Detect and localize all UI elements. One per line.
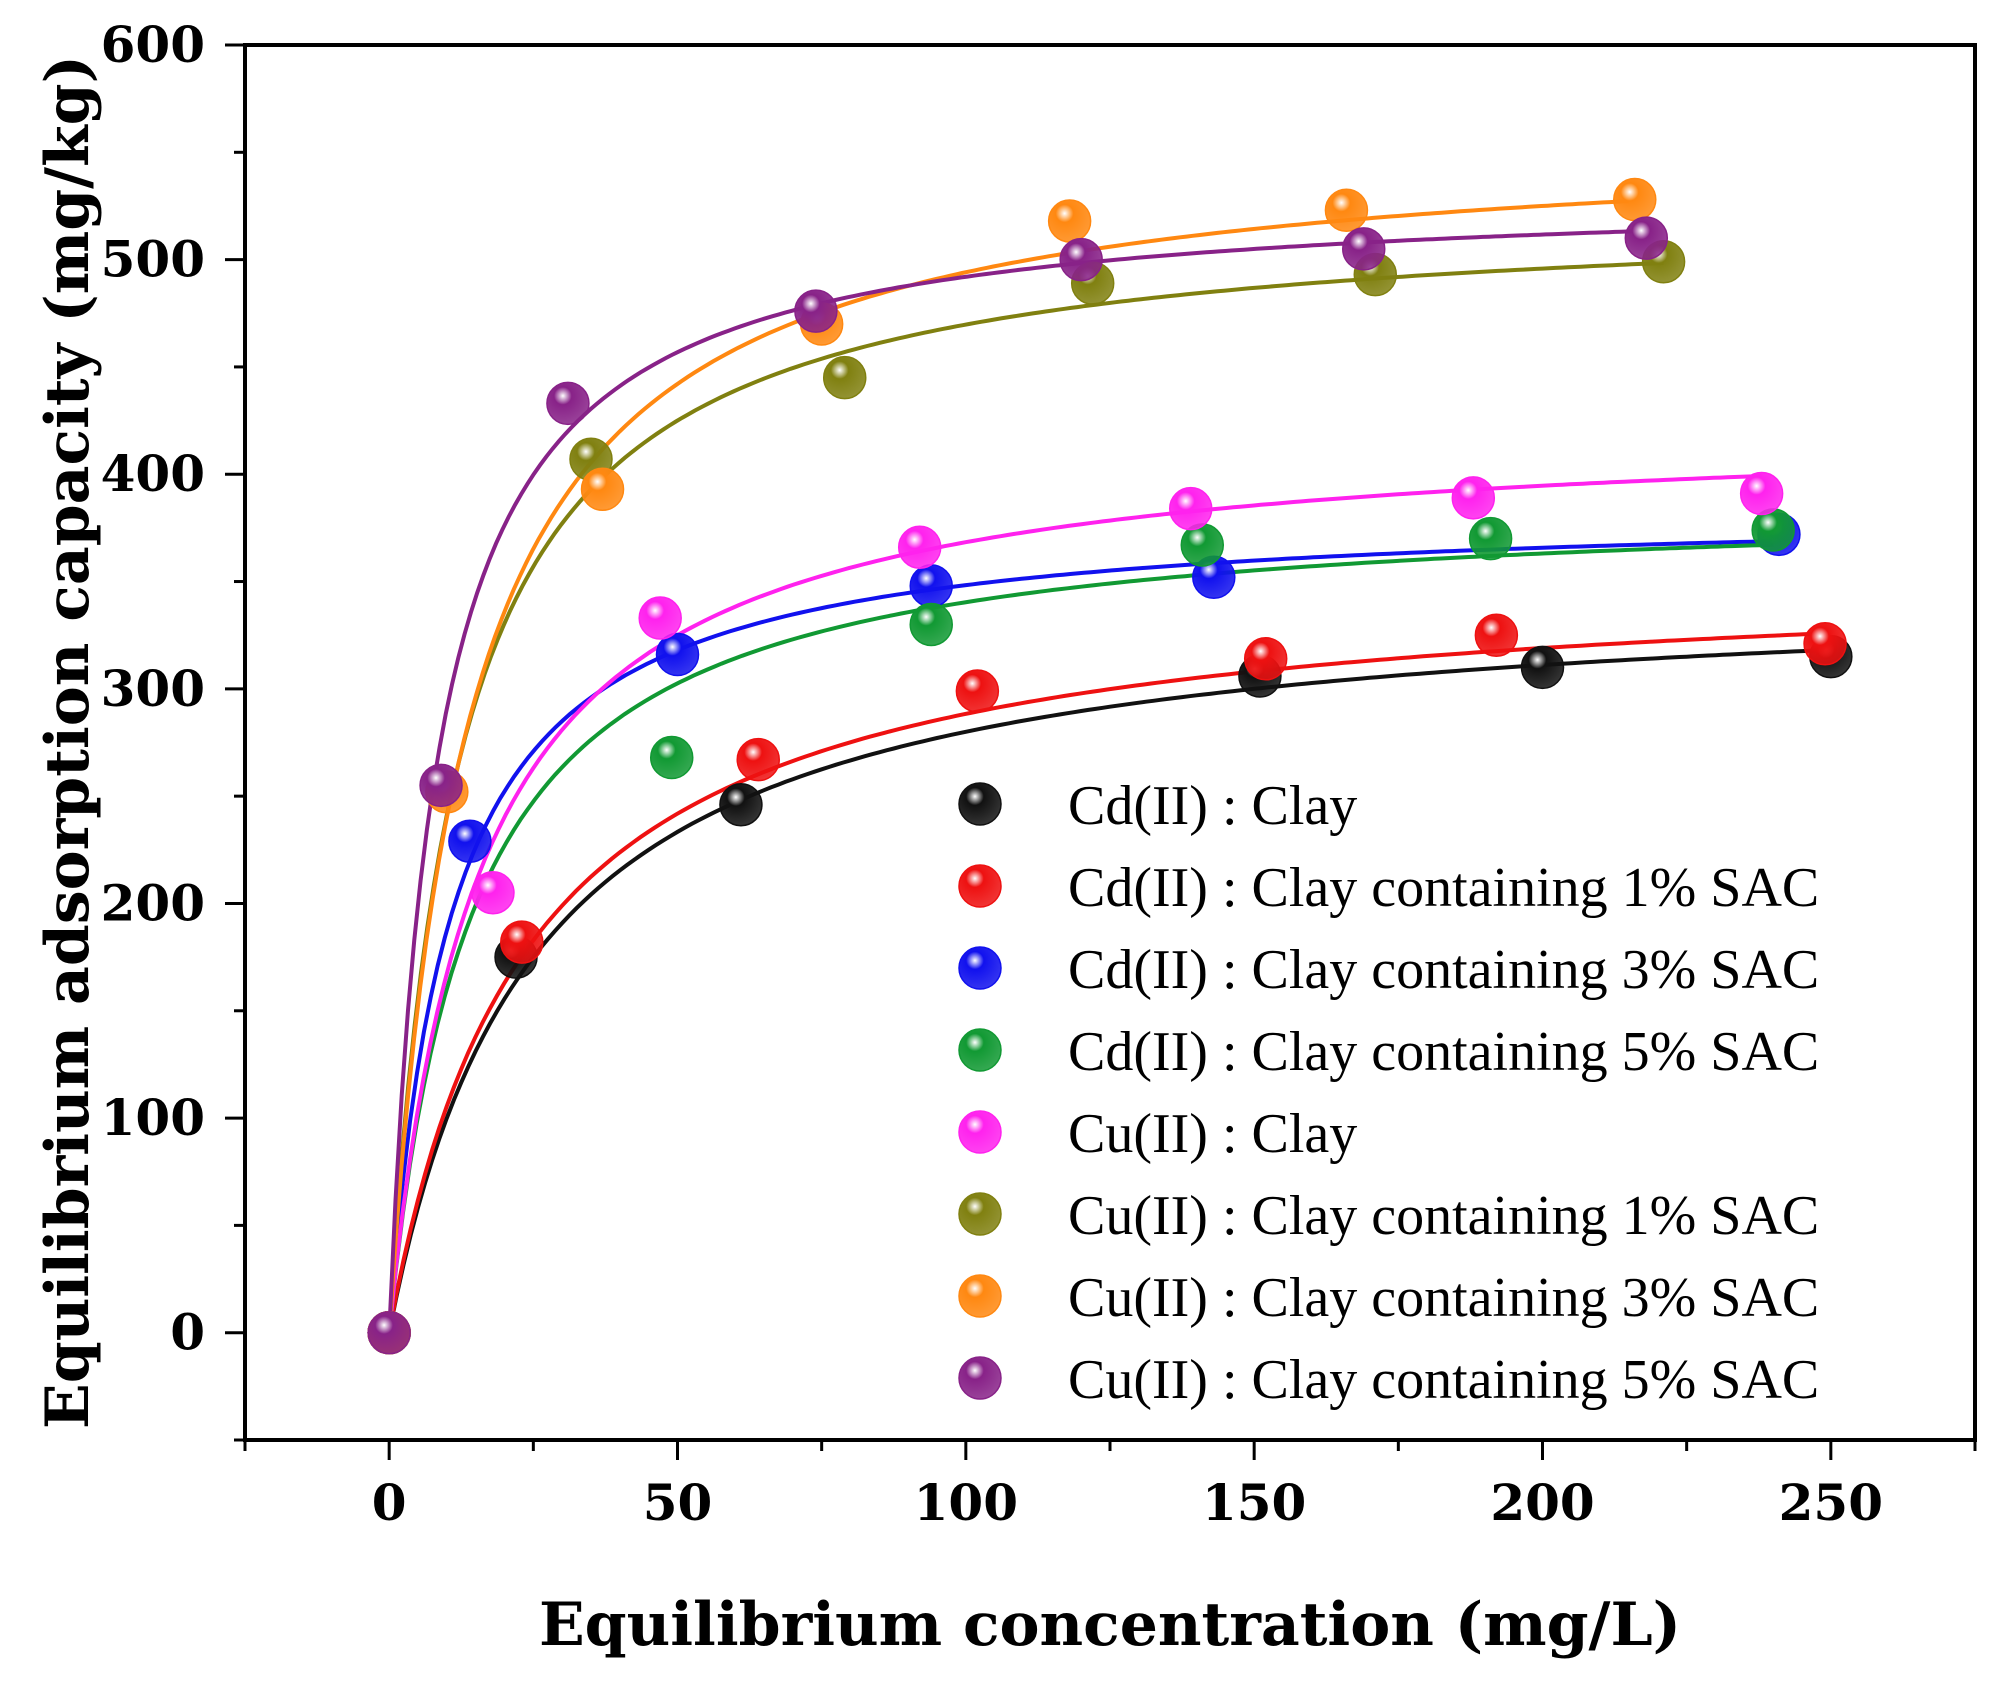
data-point-series-5 xyxy=(471,870,515,915)
x-axis-title: Equilibrium concentration (mg/L) xyxy=(539,1590,1681,1660)
data-point-series-2 xyxy=(500,920,544,964)
legend-label-series-3: Cd(II) : Clay containing 3% SAC xyxy=(1068,939,1819,1001)
legend-label-series-8: Cu(II) : Clay containing 5% SAC xyxy=(1068,1349,1819,1411)
data-point-series-8 xyxy=(1059,237,1103,282)
x-tick-label: 200 xyxy=(1490,1473,1594,1532)
y-tick-label: 500 xyxy=(101,230,205,289)
data-point-series-7 xyxy=(1047,199,1092,243)
fit-curve-series-2 xyxy=(387,631,1818,1334)
y-axis-title: Equilibrium adsorption capacity (mg/kg) xyxy=(33,55,103,1429)
legend-marker-series-7 xyxy=(958,1274,1002,1318)
fit-curve-series-5 xyxy=(387,474,1762,1333)
fit-curve-series-8 xyxy=(387,229,1641,1333)
data-point-series-2 xyxy=(1243,637,1288,681)
legend-label-series-2: Cd(II) : Clay containing 1% SAC xyxy=(1068,857,1819,919)
data-point-series-7 xyxy=(580,467,625,512)
data-point-series-2 xyxy=(1803,622,1847,666)
data-point-series-4 xyxy=(649,735,694,780)
data-point-series-5 xyxy=(897,525,942,569)
x-tick-label: 100 xyxy=(914,1473,1018,1532)
data-point-series-5 xyxy=(638,596,682,640)
data-point-series-3 xyxy=(909,564,953,608)
y-tick-label: 0 xyxy=(170,1303,205,1362)
legend-label-series-5: Cu(II) : Clay xyxy=(1068,1103,1357,1165)
data-point-series-2 xyxy=(736,737,780,782)
legend: Cd(II) : Clay Cd(II) : Clay containing 1%… xyxy=(958,775,1819,1411)
data-point-series-2 xyxy=(1474,613,1519,657)
legend-marker-series-1 xyxy=(958,782,1002,826)
data-point-series-8 xyxy=(794,289,838,333)
legend-marker-series-6 xyxy=(958,1192,1002,1236)
data-point-series-3 xyxy=(448,819,492,863)
data-point-series-5 xyxy=(1168,486,1213,531)
data-point-series-3 xyxy=(655,632,700,677)
y-tick-label: 200 xyxy=(101,873,205,932)
y-tick-label: 100 xyxy=(101,1088,205,1147)
legend-marker-series-5 xyxy=(958,1110,1002,1154)
data-point-series-4 xyxy=(1180,523,1225,567)
legend-marker-series-2 xyxy=(958,864,1002,908)
x-tick-label: 0 xyxy=(372,1473,407,1532)
y-tick-label: 600 xyxy=(101,15,205,74)
data-point-series-8 xyxy=(1624,216,1669,260)
fit-curve-series-1 xyxy=(387,647,1831,1334)
legend-marker-series-3 xyxy=(958,946,1002,990)
data-point-series-8 xyxy=(367,1310,411,1355)
legend-marker-series-4 xyxy=(958,1028,1002,1072)
legend-label-series-4: Cd(II) : Clay containing 5% SAC xyxy=(1068,1021,1819,1083)
data-point-series-5 xyxy=(1451,476,1496,520)
x-tick-label: 150 xyxy=(1202,1473,1306,1532)
data-point-series-1 xyxy=(1520,645,1565,690)
y-tick-label: 400 xyxy=(101,444,205,503)
data-point-series-1 xyxy=(719,782,763,827)
legend-label-series-7: Cu(II) : Clay containing 3% SAC xyxy=(1068,1267,1819,1329)
data-points xyxy=(367,177,1853,1355)
data-point-series-8 xyxy=(419,763,463,808)
data-point-series-4 xyxy=(1751,508,1795,552)
legend-label-series-6: Cu(II) : Clay containing 1% SAC xyxy=(1068,1185,1819,1247)
data-point-series-4 xyxy=(909,602,953,647)
fit-curve-series-7 xyxy=(387,199,1629,1333)
x-axis-tick-labels: 0 50 100 150 200 250 xyxy=(372,1473,1883,1532)
y-axis-tick-labels: 0 100 200 300 400 500 600 xyxy=(101,15,205,1362)
legend-marker-series-8 xyxy=(958,1356,1002,1400)
y-tick-label: 300 xyxy=(101,659,205,718)
data-point-series-7 xyxy=(1613,177,1657,222)
data-point-series-6 xyxy=(822,355,867,400)
fit-curve-series-6 xyxy=(387,260,1664,1333)
legend-label-series-1: Cd(II) : Clay xyxy=(1068,775,1357,837)
x-tick-label: 50 xyxy=(643,1473,713,1532)
data-point-series-4 xyxy=(1468,516,1513,561)
data-point-series-5 xyxy=(1739,471,1784,516)
data-point-series-7 xyxy=(1324,188,1369,233)
data-point-series-2 xyxy=(955,669,1000,713)
x-axis-ticks xyxy=(243,1440,1977,1460)
data-point-series-8 xyxy=(546,381,590,426)
x-tick-label: 250 xyxy=(1779,1473,1883,1532)
data-point-series-8 xyxy=(1341,227,1386,271)
y-axis-ticks xyxy=(225,43,245,1442)
fit-curve-series-3 xyxy=(387,539,1773,1333)
fit-curve-series-4 xyxy=(387,542,1774,1333)
